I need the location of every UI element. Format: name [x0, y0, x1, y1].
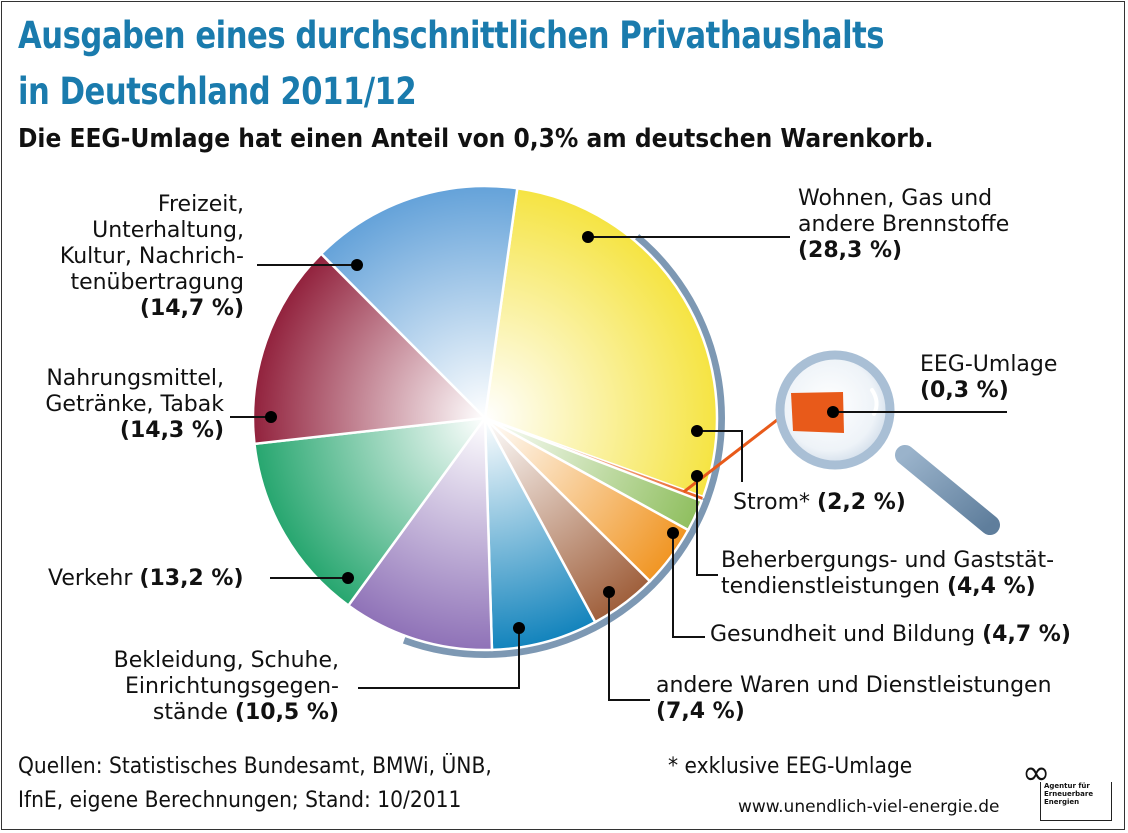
leader-dot-gesundheit — [667, 527, 679, 539]
footnote: * exklusive EEG-Umlage — [668, 754, 913, 779]
leader-line-beherbergung — [696, 476, 718, 576]
label-strom: Strom* (2,2 %) — [733, 490, 906, 515]
website-link[interactable]: www.unendlich-viel-energie.de — [738, 797, 1000, 817]
pie-shine — [253, 186, 717, 650]
leader-dot-bekleidung — [513, 622, 525, 634]
label-verkehr: Verkehr (13,2 %) — [48, 566, 244, 591]
label-andere: andere Waren und Dienstleistungen (7,4 %… — [656, 673, 1052, 724]
logo-text: Agentur für Erneuerbare Energien — [1044, 782, 1094, 806]
title-line-2: in Deutschland 2011/12 — [18, 70, 417, 113]
title-line-1: Ausgaben eines durchschnittlichen Privat… — [18, 14, 885, 57]
sources-line-1: Quellen: Statistisches Bundesamt, BMWi, … — [18, 754, 492, 779]
sources-line-2: IfnE, eigene Berechnungen; Stand: 10/201… — [18, 788, 462, 813]
leader-dot-strom — [691, 425, 703, 437]
leader-line-andere — [608, 592, 650, 701]
logo-frame — [1040, 782, 1112, 821]
leader-dot-wohnen — [582, 231, 594, 243]
label-nahrung: Nahrungsmittel, Getränke, Tabak (14,3 %) — [45, 366, 224, 443]
leader-line-strom — [697, 430, 743, 482]
infinity-icon: ∞ — [1022, 753, 1051, 793]
magnified-eeg-slice — [791, 392, 844, 433]
label-beherbergung: Beherbergungs- und Gaststät- tendienstle… — [721, 548, 1055, 599]
chart-title: Ausgaben eines durchschnittlichen Privat… — [18, 8, 885, 120]
label-eeg: EEG-Umlage (0,3 %) — [920, 352, 1058, 403]
leader-line-gesundheit — [672, 533, 705, 638]
label-freizeit: Freizeit, Unterhaltung, Kultur, Nachrich… — [59, 192, 244, 321]
leader-dot-verkehr — [342, 572, 354, 584]
agency-logo: ∞ Agentur für Erneuerbare Energien — [1018, 756, 1114, 822]
label-gesundheit: Gesundheit und Bildung (4,7 %) — [710, 622, 1071, 647]
label-wohnen: Wohnen, Gas und andere Brennstoffe (28,3… — [798, 186, 1010, 263]
chart-subtitle: Die EEG-Umlage hat einen Anteil von 0,3%… — [18, 124, 934, 154]
leader-dot-nahrung — [265, 411, 277, 423]
leader-dot-andere — [603, 586, 615, 598]
leader-dot-freizeit — [351, 259, 363, 271]
leader-dot-eeg — [827, 406, 839, 418]
leader-dot-beherbergung — [691, 470, 703, 482]
magnifier-handle — [895, 445, 1000, 535]
leader-line-bekleidung — [358, 628, 520, 689]
magnifier-icon — [775, 350, 1007, 535]
label-bekleidung: Bekleidung, Schuhe, Einrichtungsgegen- s… — [113, 648, 339, 725]
